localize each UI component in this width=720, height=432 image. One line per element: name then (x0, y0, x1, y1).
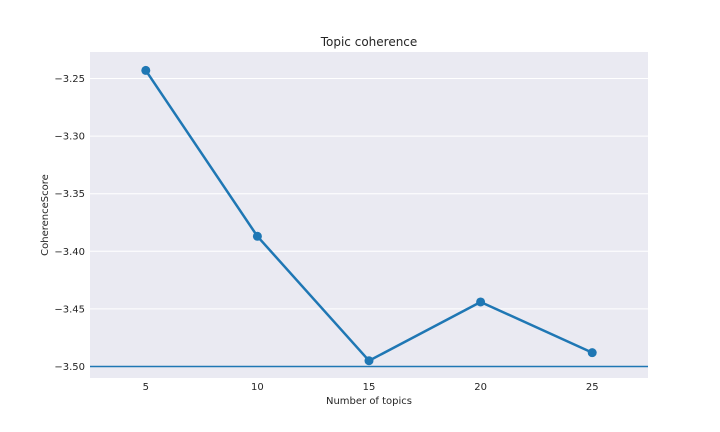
data-point (476, 297, 486, 307)
x-tick-label: 10 (251, 382, 264, 393)
y-tick-label: −3.30 (54, 132, 85, 143)
y-axis-label: CoherenceScore (40, 174, 51, 256)
plot-area (90, 52, 648, 378)
y-tick-label: −3.35 (54, 189, 85, 200)
data-point (252, 231, 262, 241)
y-tick-label: −3.50 (54, 362, 85, 373)
y-tick-label: −3.25 (54, 74, 85, 85)
y-tick-label: −3.40 (54, 247, 85, 258)
chart-title: Topic coherence (320, 35, 418, 49)
x-tick-label: 20 (474, 382, 487, 393)
y-tick-label: −3.45 (54, 304, 85, 315)
y-axis-ticks: −3.25 −3.30 −3.35 −3.40 −3.45 −3.50 (54, 74, 85, 373)
x-tick-label: 15 (363, 382, 376, 393)
x-tick-label: 25 (586, 382, 599, 393)
x-axis-ticks: 5 10 15 20 25 (143, 382, 599, 393)
data-point (141, 65, 151, 75)
data-point (364, 356, 374, 366)
data-point (587, 348, 597, 358)
x-axis-label: Number of topics (326, 396, 412, 407)
series-group (141, 65, 597, 366)
x-tick-label: 5 (143, 382, 149, 393)
